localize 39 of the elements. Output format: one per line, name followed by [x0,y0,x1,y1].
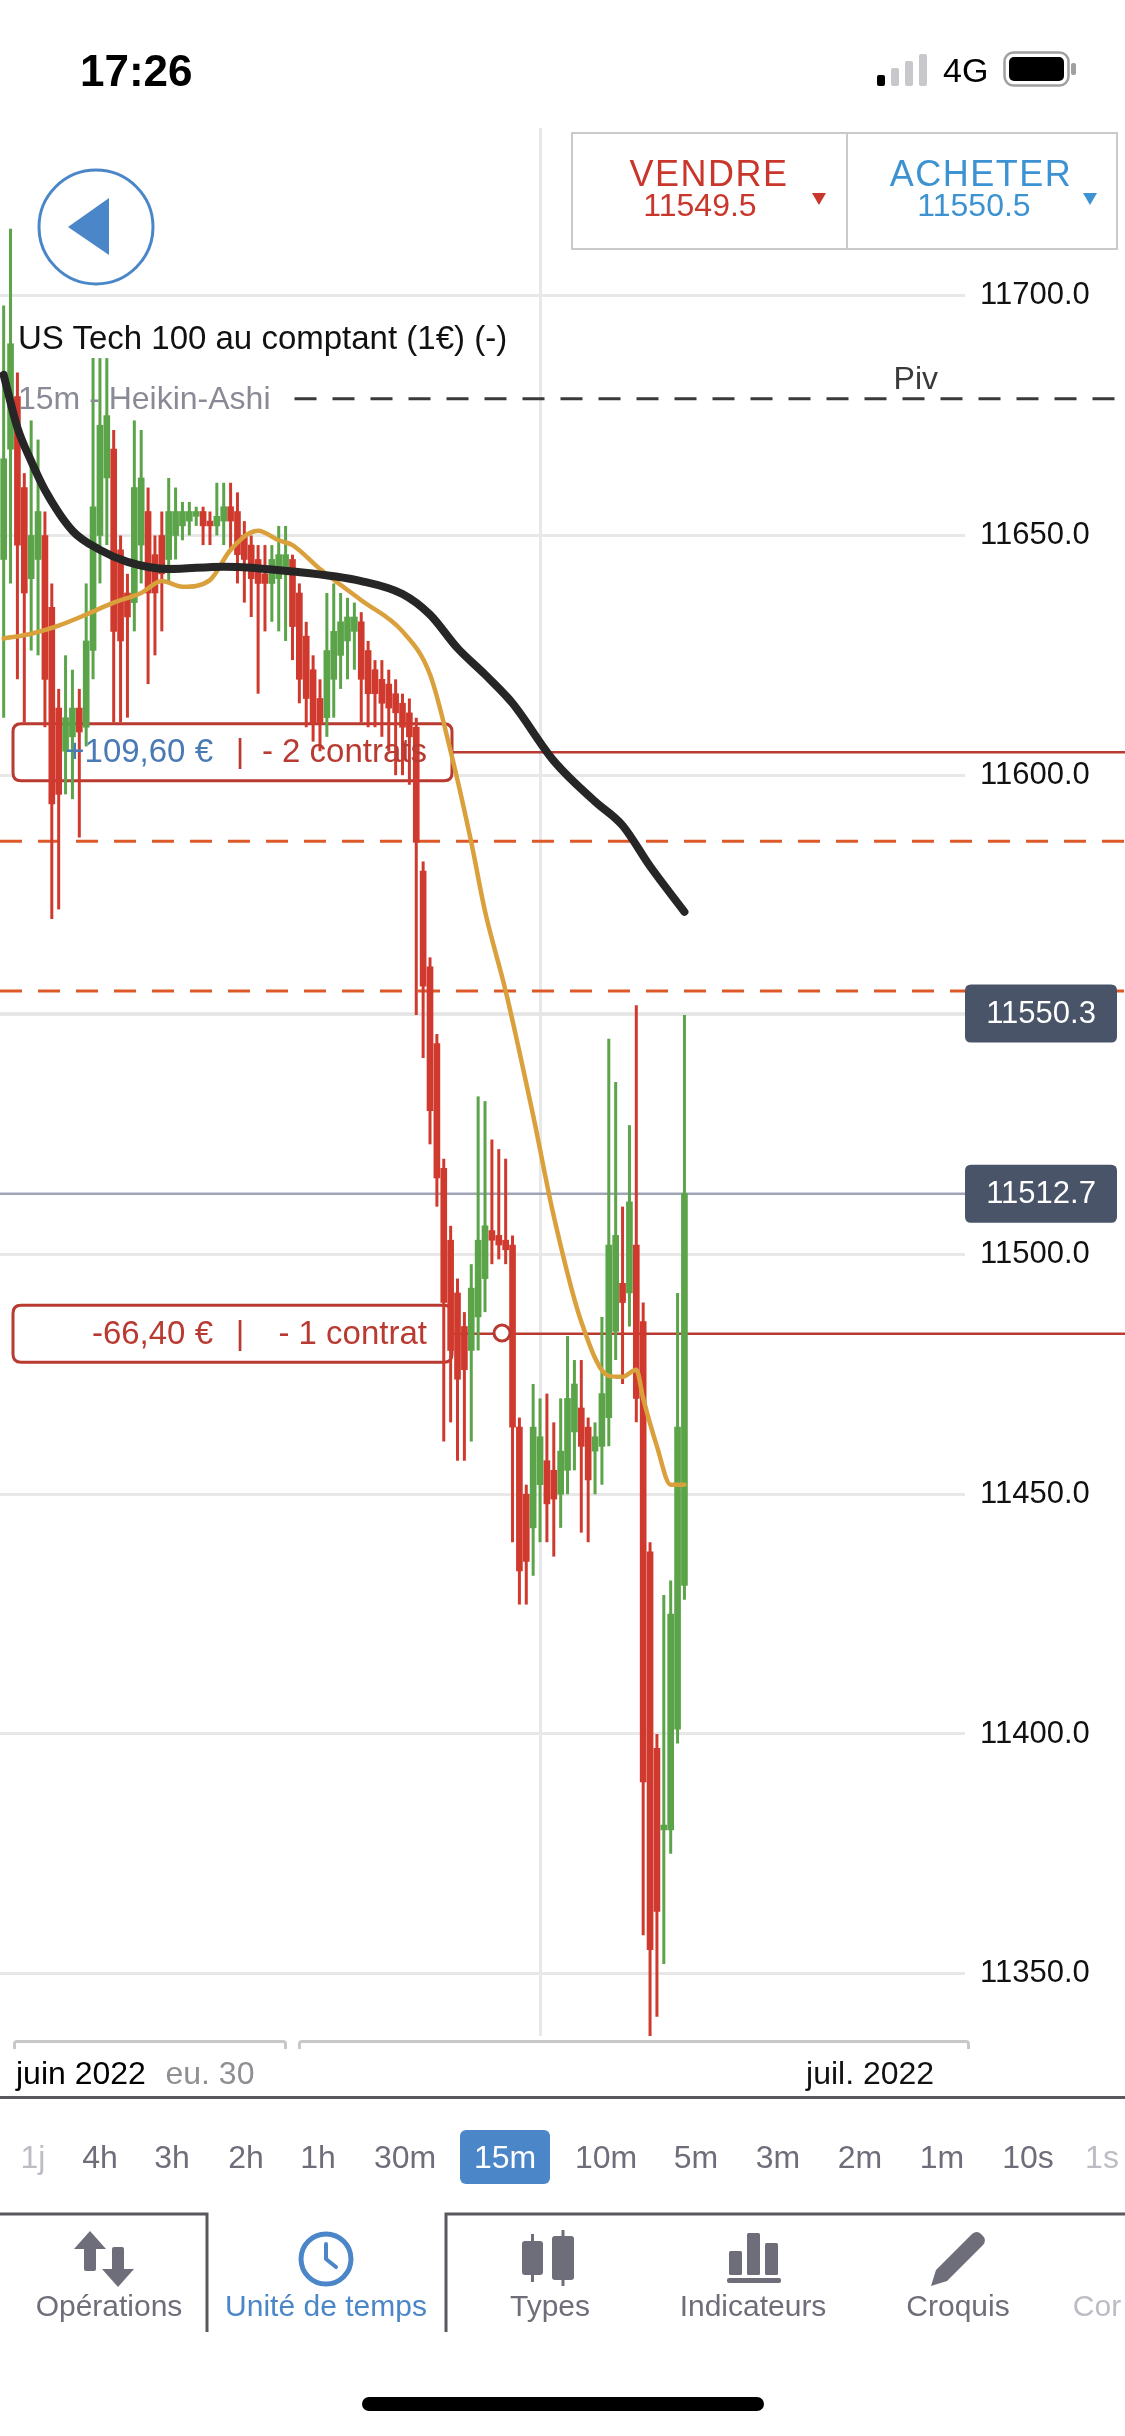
text: 4G [943,51,989,89]
y-tick-label: 11600.0 [980,755,1090,791]
text: 4h [82,2139,118,2175]
text: US Tech 100 au comptant (1€) (-) [18,319,508,356]
text: Opérations [35,2289,183,2322]
y-tick-label: 11700.0 [980,276,1090,312]
text: Indicateurs [679,2289,827,2322]
line-series [1,528,687,1487]
text: 17:26 [80,46,193,95]
y-tick-label: 11450.0 [980,1474,1090,1510]
text: 1s [1085,2139,1119,2175]
x-tick-label: eu. 30 [165,2055,255,2092]
text: 1m [919,2139,965,2175]
text: 10m [574,2139,638,2175]
text: 1j [20,2139,46,2175]
text: 3h [154,2139,190,2175]
text: Cor [1072,2289,1122,2322]
y-tick-label: 11500.0 [980,1235,1090,1271]
text: 10s [1002,2139,1054,2175]
y-tick-label: 11650.0 [980,516,1090,552]
text: 15m - Heikin-Ashi [18,380,271,416]
text: 5m [673,2139,719,2175]
ref-line-label: 11512.7 [986,1175,1096,1211]
text: 30m [373,2139,437,2175]
ref-line-label: 11550.3 [986,994,1096,1030]
x-tick-label: juil. 2022 [805,2055,935,2092]
text: 2m [837,2139,883,2175]
y-tick-label: 11400.0 [980,1714,1090,1750]
text: Types [509,2289,591,2322]
y-tick-label: 11350.0 [980,1954,1090,1990]
text: 1h [300,2139,336,2175]
text: 2h [228,2139,264,2175]
text: 15m [473,2139,537,2175]
text: 3m [755,2139,801,2175]
text: juin 2022 [16,2055,146,2091]
text: Unité de temps [225,2289,427,2322]
ref-line-label: Piv [893,359,938,396]
ref-line-label: -66,40 € | - 1 contrat [91,1313,427,1351]
text: Croquis [906,2289,1010,2322]
